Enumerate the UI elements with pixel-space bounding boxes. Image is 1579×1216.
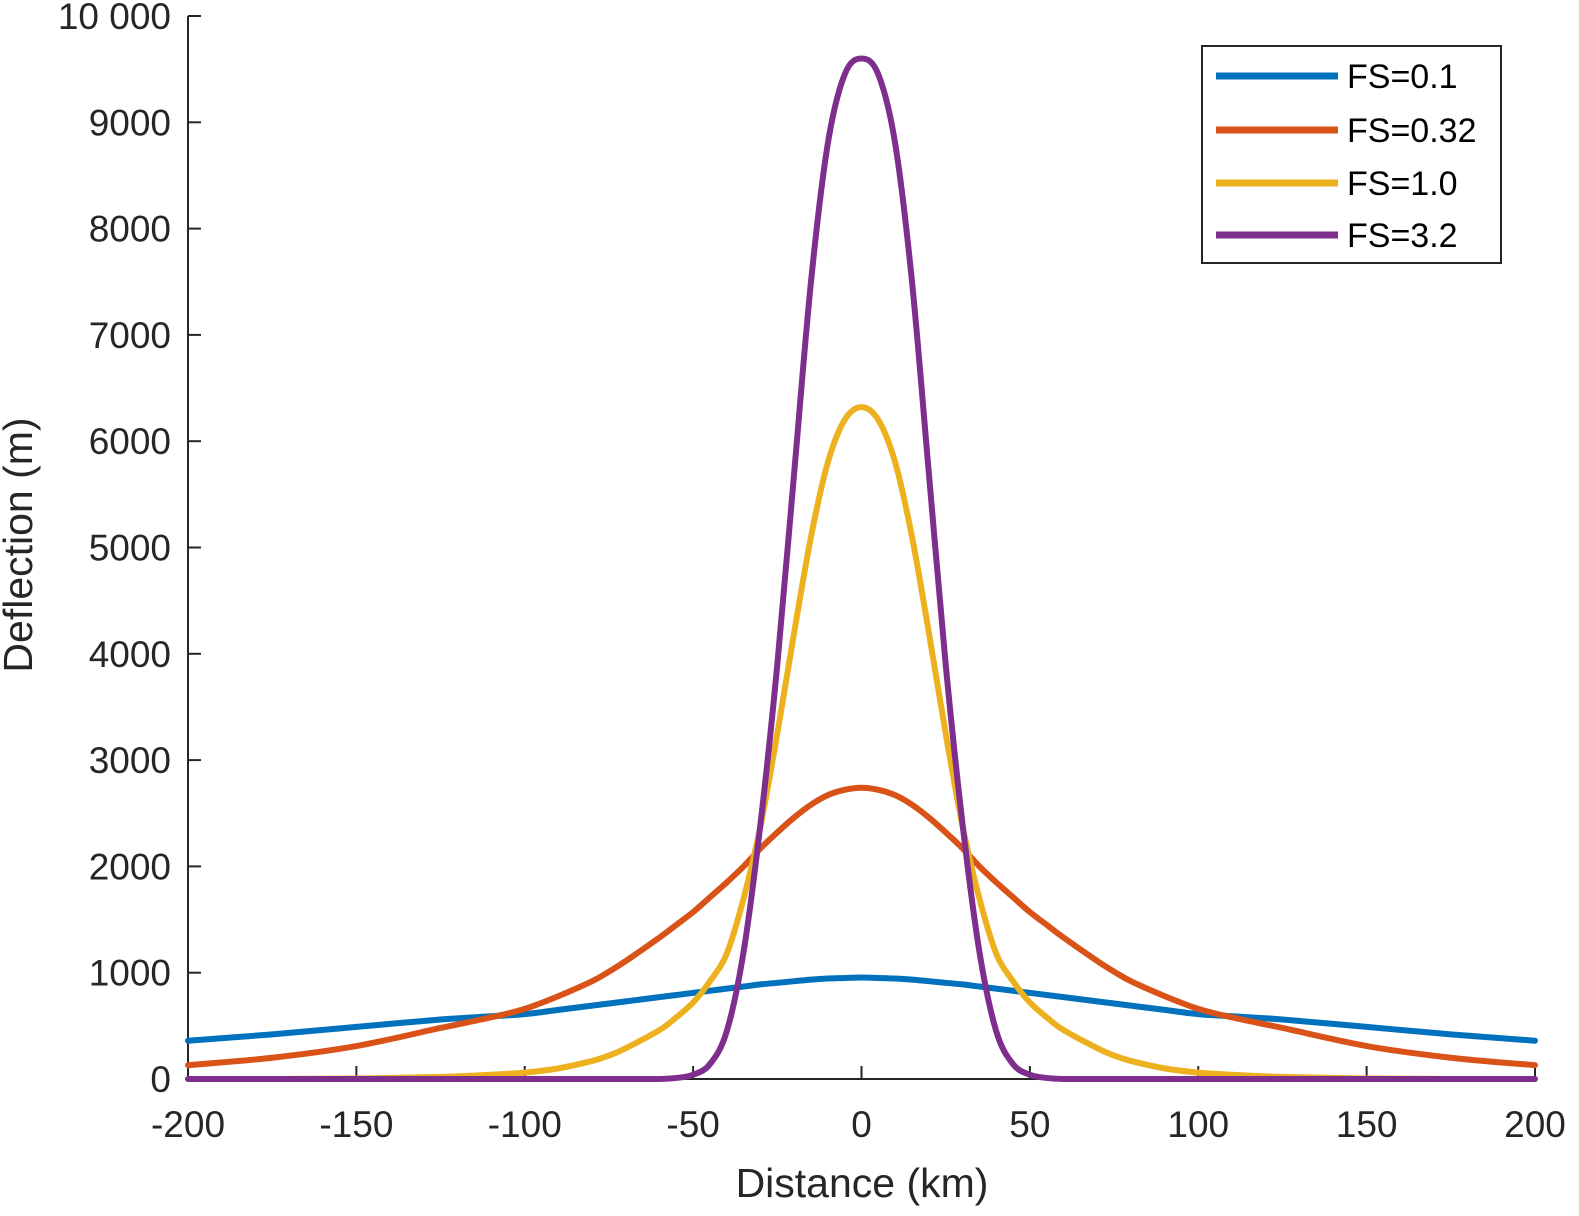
series-line-fs-1-0 bbox=[185, 404, 1538, 1083]
y-tick-label: 7000 bbox=[89, 315, 171, 356]
x-tick-label: -150 bbox=[319, 1104, 393, 1145]
x-tick-label: 100 bbox=[1167, 1104, 1229, 1145]
y-tick-label: 6000 bbox=[89, 421, 171, 462]
y-tick-label: 4000 bbox=[89, 634, 171, 675]
series-line-fs-0-32 bbox=[185, 784, 1538, 1069]
x-axis-label: Distance (km) bbox=[736, 1160, 989, 1206]
x-tick-label: 150 bbox=[1336, 1104, 1398, 1145]
series-layer bbox=[185, 55, 1538, 1083]
y-tick-label: 1000 bbox=[89, 953, 171, 994]
x-tick-label: -100 bbox=[488, 1104, 562, 1145]
series-line-fs-3-2 bbox=[185, 55, 1538, 1083]
x-tick-label: 0 bbox=[851, 1104, 872, 1145]
legend-label-fs-3-2: FS=3.2 bbox=[1347, 217, 1458, 255]
legend: FS=0.1 FS=0.32 FS=1.0 FS=3.2 bbox=[1201, 45, 1502, 264]
y-axis-label: Deflection (m) bbox=[0, 417, 41, 672]
axes: -200 -150 -100 -50 0 50 100 150 2000100020003000… bbox=[58, 0, 1566, 1145]
x-tick-label: -50 bbox=[666, 1104, 719, 1145]
x-tick-label: 50 bbox=[1009, 1104, 1050, 1145]
y-tick-label: 9000 bbox=[89, 102, 171, 143]
y-tick-label: 8000 bbox=[89, 209, 171, 250]
legend-box bbox=[1201, 45, 1502, 264]
x-tick-label: -200 bbox=[151, 1104, 225, 1145]
y-tick-label: 5000 bbox=[89, 528, 171, 569]
y-tick-label: 3000 bbox=[89, 740, 171, 781]
legend-label-fs-0-1: FS=0.1 bbox=[1347, 58, 1458, 96]
y-tick-label: 2000 bbox=[89, 846, 171, 887]
series-line-fs-0-1 bbox=[185, 974, 1538, 1044]
y-tick-label: 0 bbox=[150, 1059, 171, 1100]
legend-label-fs-1-0: FS=1.0 bbox=[1347, 165, 1458, 203]
legend-label-fs-0-32: FS=0.32 bbox=[1347, 112, 1476, 150]
x-tick-label: 200 bbox=[1504, 1104, 1566, 1145]
y-tick-label: 10 000 bbox=[58, 0, 171, 37]
